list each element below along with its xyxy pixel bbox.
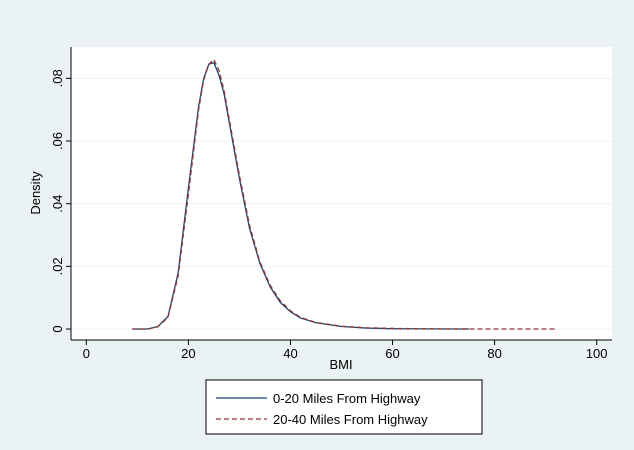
series-layer [132, 58, 556, 330]
legend: 0-20 Miles From Highway 20-40 Miles From… [205, 379, 483, 435]
y-tick-label: .06 [50, 132, 65, 150]
y-tick-label: .02 [50, 257, 65, 275]
plot-area [71, 47, 612, 340]
x-axis-ticks: 0 20 40 60 80 100 [83, 340, 608, 361]
x-tick-label: 0 [83, 346, 90, 361]
legend-label-series-1: 0-20 Miles From Highway [273, 391, 421, 406]
x-tick-label: 40 [283, 346, 297, 361]
x-tick-label: 100 [586, 346, 608, 361]
y-tick-label: .04 [50, 195, 65, 213]
y-tick-label: .08 [50, 69, 65, 87]
x-axis-title: BMI [329, 357, 352, 372]
y-axis-title: Density [28, 171, 43, 215]
y-axis-ticks: 0 .02 .04 .06 .08 [50, 69, 71, 333]
x-tick-label: 20 [181, 346, 195, 361]
series-line-2 [132, 58, 556, 330]
legend-box [205, 379, 483, 435]
legend-label-series-2: 20-40 Miles From Highway [273, 412, 428, 427]
x-tick-label: 80 [487, 346, 501, 361]
y-tick-label: 0 [50, 325, 65, 332]
x-tick-label: 60 [385, 346, 399, 361]
